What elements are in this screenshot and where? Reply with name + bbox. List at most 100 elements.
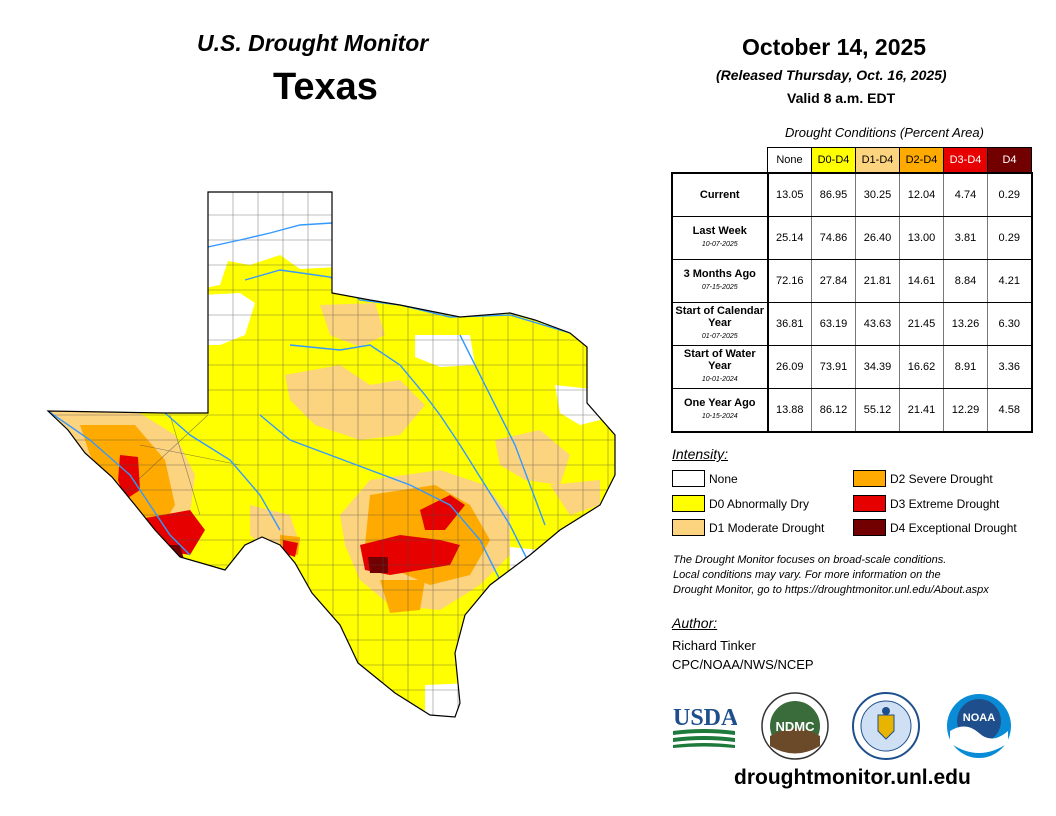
- table-cell: 6.30: [987, 302, 1033, 346]
- texas-outline: [46, 191, 616, 718]
- d2-south-central: [380, 580, 425, 613]
- intensity-title: Intensity:: [672, 446, 729, 462]
- legend-item-d3: D3 Extreme Drought: [853, 495, 999, 512]
- legend-item-d2: D2 Severe Drought: [853, 470, 993, 487]
- map-date: October 14, 2025: [742, 34, 927, 60]
- table-cell: 4.21: [987, 259, 1033, 303]
- drought-conditions-table: None D0-D4 D1-D4 D2-D4 D3-D4 D4 Current …: [671, 147, 1033, 433]
- disclaimer-note: The Drought Monitor focuses on broad-sca…: [673, 554, 989, 596]
- table-cell: 21.45: [899, 302, 944, 346]
- table-cell: 86.12: [811, 388, 856, 433]
- table-cell: 43.63: [855, 302, 900, 346]
- d1-north-central: [285, 365, 425, 440]
- table-cell: 0.29: [987, 216, 1033, 260]
- col-d1-d4: D1-D4: [855, 147, 900, 174]
- table-cell: 8.84: [943, 259, 988, 303]
- table-corner: [672, 148, 768, 174]
- col-none: None: [767, 147, 812, 174]
- table-cell: 16.62: [899, 345, 944, 389]
- table-cell: 4.58: [987, 388, 1033, 433]
- table-cell: 25.14: [767, 216, 812, 260]
- table-cell: 63.19: [811, 302, 856, 346]
- table-cell: 73.91: [811, 345, 856, 389]
- legend-item-d1: D1 Moderate Drought: [672, 519, 824, 536]
- red-river: [244, 269, 571, 334]
- none-panhandle: [200, 192, 340, 289]
- ndmc-logo: NDMC: [761, 692, 829, 760]
- row-label: Current: [671, 172, 769, 217]
- table-cell: 12.29: [943, 388, 988, 433]
- commerce-seal-logo: [852, 692, 920, 760]
- table-row: Current 13.05 86.95 30.25 12.04 4.74 0.2…: [671, 172, 1033, 217]
- conditions-caption: Drought Conditions (Percent Area): [785, 125, 984, 140]
- table-cell: 13.26: [943, 302, 988, 346]
- table-row: Start of Calendar Year 01-07-2025 36.81 6…: [671, 302, 1033, 346]
- table-cell: 3.36: [987, 345, 1033, 389]
- table-cell: 21.81: [855, 259, 900, 303]
- legend-item-d0: D0 Abnormally Dry: [672, 495, 809, 512]
- legend-item-d4: D4 Exceptional Drought: [853, 519, 1017, 536]
- author-name: Richard Tinker: [672, 638, 756, 653]
- table-cell: 86.95: [811, 172, 856, 217]
- canadian-river: [207, 222, 333, 248]
- table-cell: 12.04: [899, 172, 944, 217]
- table-cell: 13.88: [767, 388, 812, 433]
- row-label: Last Week 10-07-2025: [671, 216, 769, 260]
- legend-swatch: [672, 470, 705, 487]
- col-d3-d4: D3-D4: [943, 147, 988, 174]
- pecos-river: [164, 412, 281, 531]
- table-row: 3 Months Ago 07-15-2025 72.16 27.84 21.81…: [671, 259, 1033, 303]
- row-label: Start of Calendar Year 01-07-2025: [671, 302, 769, 346]
- table-cell: 14.61: [899, 259, 944, 303]
- noaa-logo: NOAA: [947, 694, 1011, 758]
- table-cell: 55.12: [855, 388, 900, 433]
- legend-swatch: [853, 495, 886, 512]
- website-url: droughtmonitor.unl.edu: [734, 766, 971, 789]
- legend-swatch: [853, 470, 886, 487]
- d3-central-north: [420, 495, 465, 530]
- usda-logo: USDA: [673, 705, 737, 748]
- table-cell: 74.86: [811, 216, 856, 260]
- author-heading: Author:: [672, 615, 718, 631]
- rio-grande: [48, 410, 191, 556]
- table-cell: 26.09: [767, 345, 812, 389]
- state-name: Texas: [273, 66, 378, 108]
- table-row: Start of Water Year 10-01-2024 26.09 73.9…: [671, 345, 1033, 389]
- release-date: (Released Thursday, Oct. 16, 2025): [716, 67, 947, 83]
- none-north-central: [415, 335, 475, 367]
- author-org: CPC/NOAA/NWS/NCEP: [672, 657, 814, 672]
- col-d4: D4: [987, 147, 1032, 174]
- row-label: One Year Ago 10-15-2024: [671, 388, 769, 433]
- d1-east-sabine: [550, 480, 600, 515]
- d3-far-west: [118, 455, 140, 500]
- svg-text:NDMC: NDMC: [776, 719, 816, 734]
- col-d0-d4: D0-D4: [811, 147, 856, 174]
- trinity-river: [459, 334, 546, 526]
- col-d2-d4: D2-D4: [899, 147, 944, 174]
- none-coast-south: [425, 683, 470, 717]
- legend-item-none: None: [672, 470, 738, 487]
- texas-drought-map: [46, 191, 616, 718]
- brazos-river: [289, 344, 531, 566]
- table-cell: 4.74: [943, 172, 988, 217]
- map-title: U.S. Drought Monitor: [197, 30, 429, 56]
- legend-swatch: [672, 519, 705, 536]
- legend-swatch: [853, 519, 886, 536]
- row-label: Start of Water Year 10-01-2024: [671, 345, 769, 389]
- table-cell: 8.91: [943, 345, 988, 389]
- valid-time: Valid 8 a.m. EDT: [787, 90, 896, 106]
- table-cell: 34.39: [855, 345, 900, 389]
- row-label: 3 Months Ago 07-15-2025: [671, 259, 769, 303]
- table-cell: 30.25: [855, 172, 900, 217]
- svg-text:USDA: USDA: [673, 705, 737, 731]
- d1-panhandle-south: [320, 303, 385, 347]
- table-cell: 21.41: [899, 388, 944, 433]
- table-cell: 26.40: [855, 216, 900, 260]
- table-cell: 0.29: [987, 172, 1033, 217]
- table-row: Last Week 10-07-2025 25.14 74.86 26.40 13…: [671, 216, 1033, 260]
- table-cell: 72.16: [767, 259, 812, 303]
- table-cell: 3.81: [943, 216, 988, 260]
- table-cell: 13.05: [767, 172, 812, 217]
- table-cell: 13.00: [899, 216, 944, 260]
- table-cell: 27.84: [811, 259, 856, 303]
